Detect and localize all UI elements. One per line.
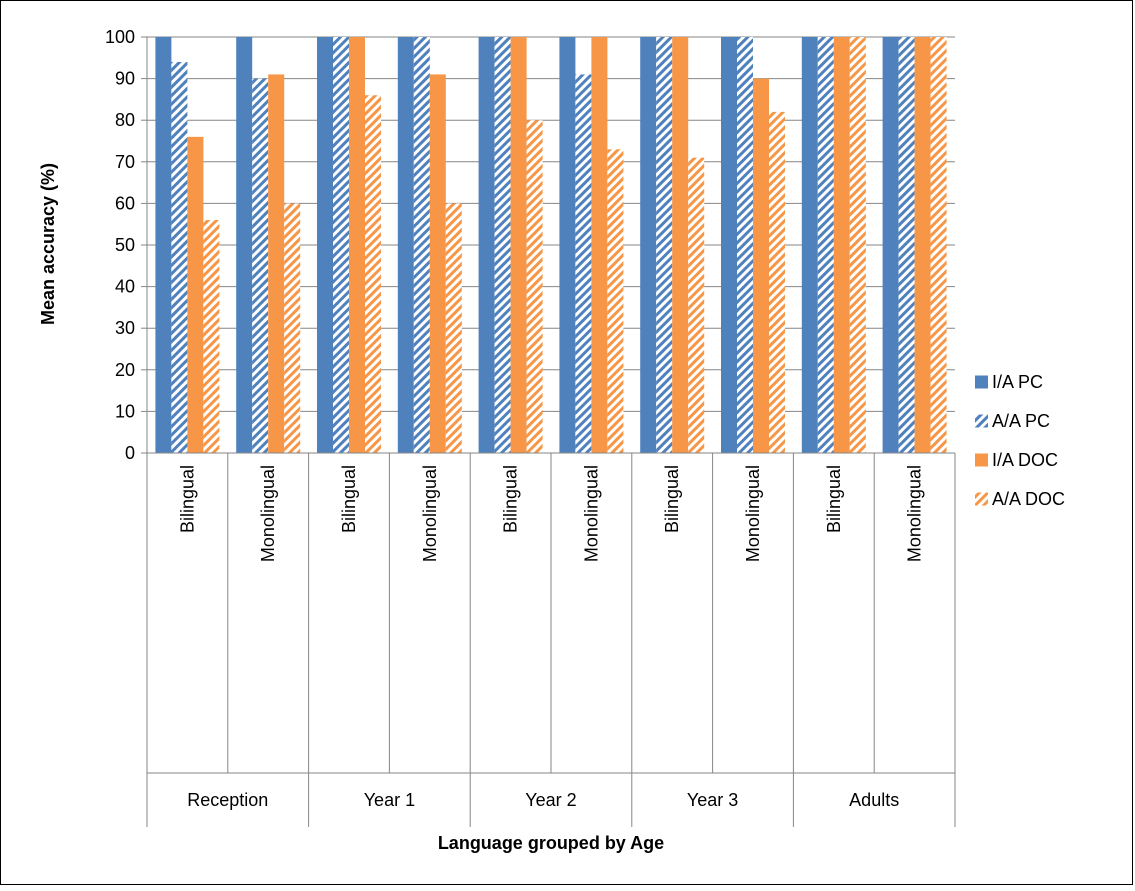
bar-i-a-pc-6 bbox=[640, 37, 657, 453]
x-category-label: Bilingual bbox=[501, 465, 521, 533]
bar-i-a-pc-7 bbox=[721, 37, 737, 453]
legend-label: A/A DOC bbox=[992, 489, 1065, 509]
bar-a-a-pc-5 bbox=[575, 74, 592, 453]
bar-a-a-doc-6 bbox=[688, 157, 705, 453]
bar-i-a-doc-8 bbox=[833, 37, 850, 453]
bar-a-a-pc-1 bbox=[252, 78, 269, 453]
legend-swatch bbox=[975, 453, 988, 467]
y-tick-label: 30 bbox=[115, 318, 135, 338]
legend-label: I/A DOC bbox=[992, 450, 1058, 470]
y-tick-label: 40 bbox=[115, 277, 135, 297]
bar-i-a-pc-4 bbox=[478, 37, 495, 453]
bar-i-a-doc-2 bbox=[349, 37, 365, 453]
bar-i-a-doc-7 bbox=[753, 78, 769, 453]
bar-a-a-pc-9 bbox=[898, 37, 915, 453]
bar-i-a-pc-1 bbox=[236, 37, 253, 453]
x-category-label: Monolingual bbox=[420, 465, 440, 562]
legend-label: I/A PC bbox=[992, 372, 1043, 392]
bar-a-a-pc-2 bbox=[333, 37, 349, 453]
legend-swatch bbox=[975, 414, 988, 428]
bar-a-a-pc-6 bbox=[656, 37, 673, 453]
x-category-label: Bilingual bbox=[824, 465, 844, 533]
bar-a-a-pc-3 bbox=[413, 37, 430, 453]
bar-i-a-pc-0 bbox=[155, 37, 172, 453]
bar-a-a-pc-8 bbox=[817, 37, 834, 453]
x-axis-title: Language grouped by Age bbox=[438, 833, 664, 853]
x-category-label: Monolingual bbox=[905, 465, 925, 562]
bar-a-a-doc-4 bbox=[526, 120, 543, 453]
bar-i-a-doc-4 bbox=[510, 37, 527, 453]
x-group-label: Reception bbox=[187, 790, 268, 810]
y-tick-label: 90 bbox=[115, 69, 135, 89]
bar-i-a-pc-2 bbox=[317, 37, 333, 453]
y-tick-label: 80 bbox=[115, 110, 135, 130]
bar-a-a-doc-3 bbox=[445, 203, 462, 453]
bar-a-a-doc-9 bbox=[930, 37, 947, 453]
bar-i-a-pc-8 bbox=[801, 37, 818, 453]
x-group-label: Adults bbox=[849, 790, 899, 810]
legend-label: A/A PC bbox=[992, 411, 1050, 431]
y-tick-label: 10 bbox=[115, 401, 135, 421]
x-group-label: Year 2 bbox=[525, 790, 576, 810]
bar-i-a-doc-5 bbox=[591, 37, 608, 453]
x-group-label: Year 3 bbox=[687, 790, 738, 810]
bar-a-a-pc-0 bbox=[171, 61, 188, 454]
legend-swatch bbox=[975, 492, 988, 506]
bar-i-a-doc-1 bbox=[268, 74, 285, 453]
bar-a-a-doc-1 bbox=[284, 203, 301, 453]
x-category-label: Bilingual bbox=[662, 465, 682, 533]
bar-a-a-doc-0 bbox=[203, 220, 220, 453]
bar-i-a-doc-6 bbox=[672, 37, 689, 453]
bar-a-a-doc-8 bbox=[849, 37, 866, 453]
bar-i-a-doc-9 bbox=[914, 37, 931, 453]
y-tick-label: 60 bbox=[115, 193, 135, 213]
x-category-label: Bilingual bbox=[339, 465, 359, 533]
y-tick-label: 70 bbox=[115, 152, 135, 172]
bar-i-a-pc-9 bbox=[882, 37, 899, 453]
bar-a-a-doc-2 bbox=[365, 95, 381, 454]
bar-a-a-doc-5 bbox=[607, 149, 624, 453]
y-axis-title: Mean accuracy (%) bbox=[38, 163, 58, 325]
bar-i-a-doc-3 bbox=[429, 74, 446, 453]
bar-a-a-doc-7 bbox=[769, 111, 785, 453]
bar-i-a-pc-3 bbox=[397, 37, 414, 453]
x-group-label: Year 1 bbox=[364, 790, 415, 810]
legend-swatch bbox=[975, 375, 988, 389]
bar-i-a-pc-5 bbox=[559, 37, 576, 453]
x-category-label: Monolingual bbox=[743, 465, 763, 562]
y-tick-label: 50 bbox=[115, 235, 135, 255]
bar-a-a-pc-7 bbox=[737, 37, 753, 453]
y-tick-label: 20 bbox=[115, 360, 135, 380]
bar-a-a-pc-4 bbox=[494, 37, 511, 453]
x-category-label: Monolingual bbox=[258, 465, 278, 562]
x-category-label: Bilingual bbox=[177, 465, 197, 533]
x-category-label: Monolingual bbox=[581, 465, 601, 562]
y-tick-label: 100 bbox=[105, 27, 135, 47]
bar-i-a-doc-0 bbox=[187, 136, 204, 453]
y-tick-label: 0 bbox=[125, 443, 135, 463]
